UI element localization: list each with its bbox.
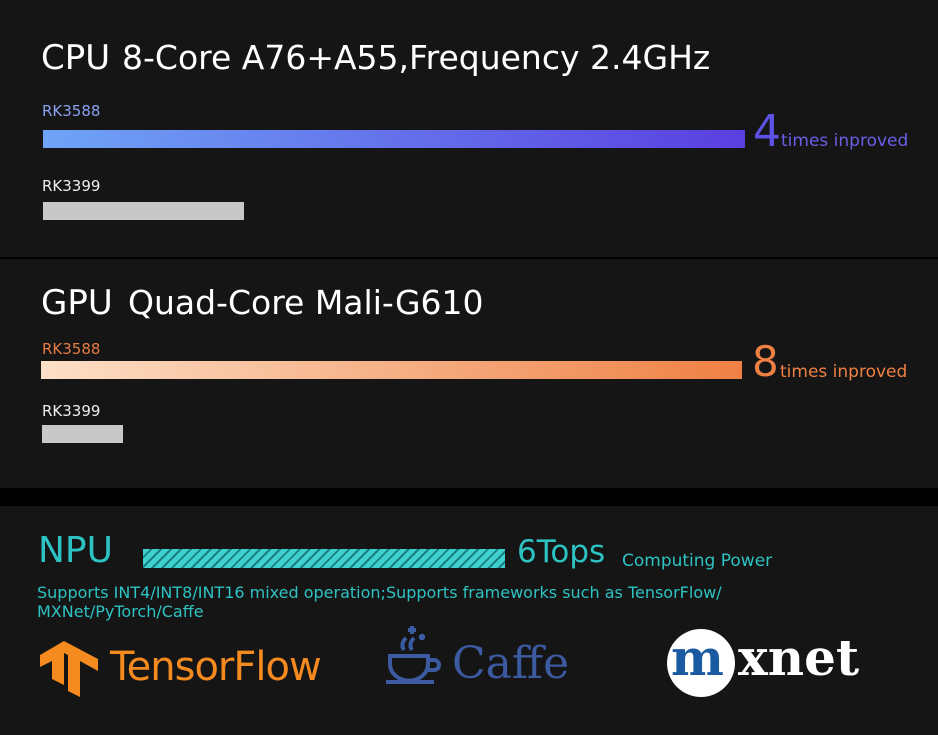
gpu-old-bar (42, 425, 123, 443)
tf-text: TensorFlow (110, 644, 322, 690)
gpu-spec: Quad-Core Mali-G610 (128, 283, 484, 322)
chip-label: RK3588 (42, 102, 101, 120)
npu-label: NPU (38, 530, 113, 571)
mxnet-circle (667, 629, 735, 697)
description: Supports INT4/INT8/INT16 mixed operation… (37, 583, 722, 602)
description: MXNet/PyTorch/Caffe (37, 602, 204, 621)
cpu-old-bar (43, 202, 244, 220)
mxnet-m: m (671, 628, 724, 687)
tensorflow-icon (40, 641, 98, 697)
cpu-spec: 8-Core A76+A55,Frequency 2.4GHz (122, 38, 711, 77)
chip-label: RK3399 (42, 177, 101, 195)
tensorflow-logo: TensorFlow (110, 644, 322, 690)
gpu-label: GPU (41, 283, 113, 323)
mxnet-rest: xnet (738, 628, 860, 687)
npu-power-text: Computing Power (622, 551, 773, 571)
gpu-panel: GPU Quad-Core Mali-G610 RK3588 8 times i… (0, 259, 938, 488)
cpu-panel: CPU 8-Core A76+A55,Frequency 2.4GHz RK35… (0, 0, 938, 257)
factor: 8 (752, 337, 779, 386)
cpu-label: CPU (41, 38, 111, 78)
chip-label: RK3399 (42, 402, 101, 420)
npu-power: 6Tops (517, 534, 606, 570)
npu-bar (143, 549, 505, 568)
factor-text: times inproved (781, 131, 909, 151)
chip-label: RK3588 (42, 340, 101, 358)
caffe-logo: Caffe (452, 638, 570, 689)
cpu-new-bar (43, 130, 745, 148)
caffe-icon (386, 626, 441, 684)
gpu-new-bar (41, 361, 742, 379)
npu-panel: NPU 6Tops Computing Power Supports INT4/… (0, 506, 938, 735)
factor: 4 (753, 106, 781, 157)
factor-text: times inproved (780, 362, 908, 382)
